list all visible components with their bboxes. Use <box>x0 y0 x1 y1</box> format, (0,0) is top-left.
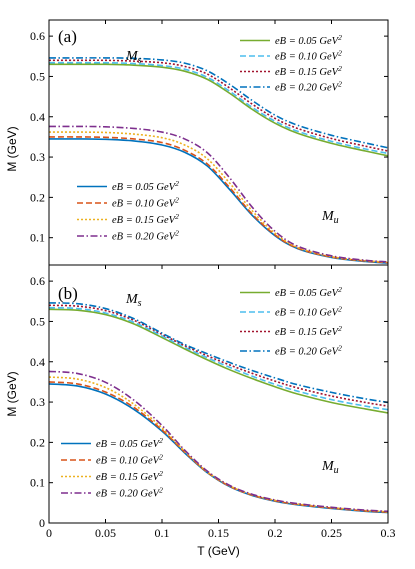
x-tick-label: 0.15 <box>208 526 229 540</box>
legend-label: eB = 0.20 GeV2 <box>112 229 179 243</box>
legend-label: eB = 0.05 GeV2 <box>275 285 342 299</box>
series-lines <box>49 57 388 264</box>
panel-label: (b) <box>58 284 78 303</box>
y-tick-label: 0 <box>39 516 45 530</box>
panel-a: 0.1 0.2 0.3 0.4 0.5 0.6 M (GeV) (a) Ms Mu eB = 0.0… <box>5 19 389 279</box>
y-tick-label: 0.6 <box>30 29 45 43</box>
annotation-ms: Ms <box>125 292 142 309</box>
legend-label: eB = 0.20 GeV2 <box>275 80 342 94</box>
legend-label: eB = 0.10 GeV2 <box>112 196 179 210</box>
series-line-mu-4 <box>49 125 388 263</box>
series-line-mu-4 <box>49 370 388 513</box>
x-tick-label: 0.2 <box>268 526 283 540</box>
y-tick-label: 0.4 <box>30 110 45 124</box>
y-axis-label: M (GeV) <box>5 126 19 171</box>
series-line-ms-2 <box>49 61 388 155</box>
legend-label: eB = 0.15 GeV2 <box>96 469 163 483</box>
legend-bottom-left: eB = 0.05 GeV2 eB = 0.10 GeV2 eB = 0.15 Ge… <box>61 436 163 500</box>
legend-label: eB = 0.05 GeV2 <box>275 33 342 47</box>
legend-label: eB = 0.20 GeV2 <box>96 486 163 500</box>
legend-label: eB = 0.05 GeV2 <box>96 436 163 450</box>
x-tick-label: 0.1 <box>155 526 170 540</box>
series-line-ms-1 <box>49 63 388 157</box>
y-tick-label: 0.4 <box>30 355 45 369</box>
legend-label: eB = 0.15 GeV2 <box>275 324 342 338</box>
y-tick-label: 0.5 <box>30 69 45 83</box>
annotation-mu: Mu <box>321 459 339 476</box>
legend-label: eB = 0.05 GeV2 <box>112 179 179 193</box>
y-tick-label: 0.2 <box>30 190 45 204</box>
series-line-ms-2 <box>49 306 388 411</box>
legend-label: eB = 0.15 GeV2 <box>112 212 179 226</box>
x-tick-label: 0 <box>46 526 52 540</box>
y-tick-label: 0.2 <box>30 435 45 449</box>
legend-label: eB = 0.20 GeV2 <box>275 344 342 358</box>
panel-label: (a) <box>58 27 77 46</box>
x-tick-label: 0.3 <box>381 526 396 540</box>
series-lines <box>49 302 388 514</box>
legend-label: eB = 0.10 GeV2 <box>275 49 342 63</box>
annotation-ms: Ms <box>125 49 142 66</box>
legend-label: eB = 0.15 GeV2 <box>275 64 342 78</box>
y-tick-label: 0.3 <box>30 150 45 164</box>
x-tick-label: 0.05 <box>95 526 116 540</box>
y-tick-label: 0.1 <box>30 231 45 245</box>
panel-b: 0 0.1 0.2 0.3 0.4 0.5 0.6 0 0.05 0.1 0.15 0.2 0.25 0.… <box>5 264 396 558</box>
series-line-mu-2 <box>49 136 388 264</box>
legend-bottom-left: eB = 0.05 GeV2 eB = 0.10 GeV2 eB = 0.15 Ge… <box>77 179 179 243</box>
y-tick-label: 0.3 <box>30 395 45 409</box>
y-axis-label: M (GeV) <box>5 371 19 416</box>
legend-label: eB = 0.10 GeV2 <box>96 453 163 467</box>
y-tick-label: 0.6 <box>30 274 45 288</box>
x-tick-label: 0.25 <box>321 526 342 540</box>
series-line-ms-4 <box>49 302 388 404</box>
series-line-ms-3 <box>49 59 388 152</box>
series-line-ms-3 <box>49 304 388 407</box>
legend-top-right: eB = 0.05 GeV2 eB = 0.10 GeV2 eB = 0.15 Ge… <box>240 285 342 358</box>
series-line-ms-1 <box>49 308 388 414</box>
x-axis-label: T (GeV) <box>197 544 239 558</box>
legend-label: eB = 0.10 GeV2 <box>275 305 342 319</box>
series-line-ms-4 <box>49 57 388 149</box>
annotation-mu: Mu <box>321 209 339 226</box>
y-tick-label: 0.1 <box>30 476 45 490</box>
y-tick-label: 0.5 <box>30 314 45 328</box>
